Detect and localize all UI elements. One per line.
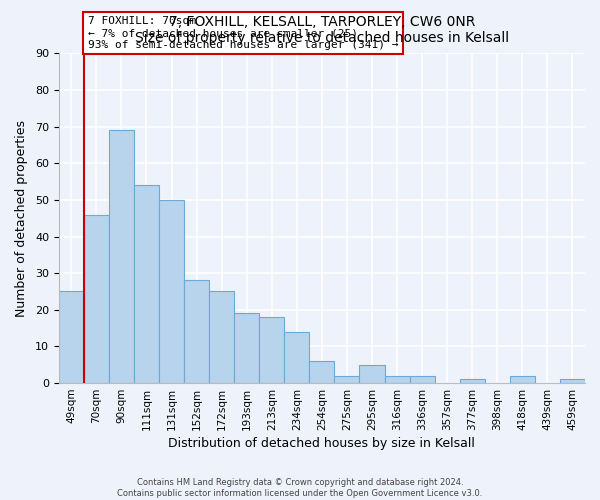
Text: Contains HM Land Registry data © Crown copyright and database right 2024.
Contai: Contains HM Land Registry data © Crown c… xyxy=(118,478,482,498)
Bar xyxy=(460,380,485,383)
Bar xyxy=(184,280,209,383)
Bar xyxy=(259,317,284,383)
Bar xyxy=(234,314,259,383)
Bar xyxy=(510,376,535,383)
Bar xyxy=(59,292,84,383)
Bar xyxy=(359,364,385,383)
Bar xyxy=(84,214,109,383)
Bar xyxy=(560,380,585,383)
Bar xyxy=(159,200,184,383)
Bar xyxy=(310,361,334,383)
X-axis label: Distribution of detached houses by size in Kelsall: Distribution of detached houses by size … xyxy=(169,437,475,450)
Text: 7 FOXHILL: 70sqm
← 7% of detached houses are smaller (25)
93% of semi-detached h: 7 FOXHILL: 70sqm ← 7% of detached houses… xyxy=(88,16,398,50)
Y-axis label: Number of detached properties: Number of detached properties xyxy=(15,120,28,316)
Bar xyxy=(385,376,410,383)
Bar xyxy=(410,376,434,383)
Bar xyxy=(209,292,234,383)
Bar xyxy=(109,130,134,383)
Title: 7, FOXHILL, KELSALL, TARPORLEY, CW6 0NR
Size of property relative to detached ho: 7, FOXHILL, KELSALL, TARPORLEY, CW6 0NR … xyxy=(135,15,509,45)
Bar xyxy=(134,185,159,383)
Bar xyxy=(334,376,359,383)
Bar xyxy=(284,332,310,383)
